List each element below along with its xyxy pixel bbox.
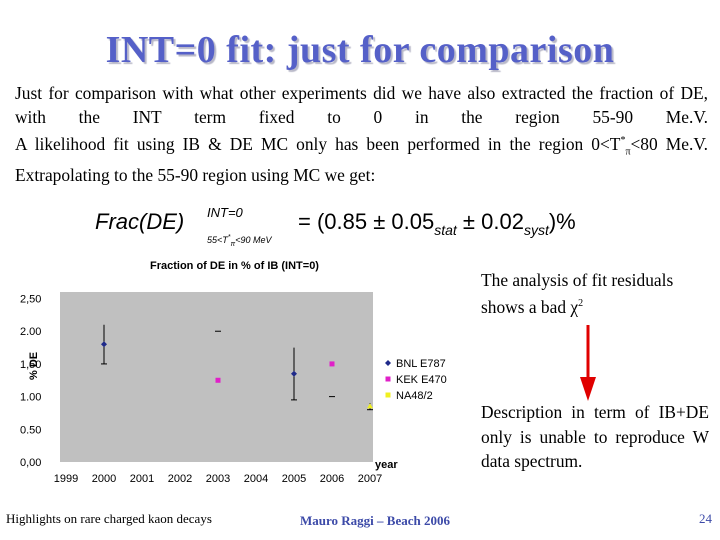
down-arrow-icon — [580, 325, 596, 401]
x-axis-label: year — [375, 459, 398, 471]
chart-title: Fraction of DE in % of IB (INT=0) — [150, 260, 319, 272]
x-tick-label: 2005 — [282, 473, 306, 485]
slide-title: INT=0 fit: just for comparison — [105, 29, 615, 71]
data-point — [101, 341, 107, 348]
x-tick-label: 2001 — [130, 473, 154, 485]
x-tick-label: 2000 — [92, 473, 116, 485]
legend-label: BNL E787 — [396, 358, 446, 370]
y-tick-label: 0.50 — [20, 424, 41, 436]
formula-lhs: Frac(DE) — [95, 209, 185, 234]
formula: Frac(DE) INT=0 55<T*π<90 MeV = (0.85 ± 0… — [95, 203, 635, 253]
data-point — [367, 403, 373, 409]
y-tick-label: 2,50 — [20, 294, 41, 306]
description-note: Description in term of IB+DE only is una… — [481, 402, 709, 471]
formula-rhs: = (0.85 ± 0.05stat ± 0.02syst)% — [298, 209, 576, 238]
legend-marker — [385, 376, 391, 382]
intro-text: Just for comparison with what other expe… — [15, 82, 708, 188]
legend-label: NA48/2 — [396, 390, 433, 402]
residuals-note: The analysis of fit residuals shows a ba… — [481, 270, 674, 317]
x-tick-label: 2007 — [358, 473, 382, 485]
x-tick-label: 1999 — [54, 473, 78, 485]
data-point — [291, 370, 297, 377]
y-tick-label: 0,00 — [20, 457, 41, 469]
x-tick-label: 2003 — [206, 473, 230, 485]
data-point — [329, 361, 335, 367]
data-point — [215, 377, 221, 383]
x-tick-label: 2006 — [320, 473, 344, 485]
legend-marker — [385, 360, 391, 366]
y-tick-label: 1,50 — [20, 359, 41, 371]
y-axis-label: % DE — [28, 352, 40, 380]
paragraph-3: Extrapolating to the 55-90 region using … — [15, 165, 376, 186]
paragraph-1: Just for comparison with what other expe… — [15, 83, 708, 127]
formula-subscript: 55<T*π<90 MeV — [207, 234, 272, 248]
plot-area — [60, 292, 373, 462]
page-number: 24 — [699, 511, 712, 526]
x-tick-label: 2004 — [244, 473, 268, 485]
footer-author: Mauro Raggi – Beach 2006 — [300, 513, 450, 528]
footer-left: Highlights on rare charged kaon decays — [6, 511, 212, 526]
x-tick-label: 2002 — [168, 473, 192, 485]
y-tick-label: 1.00 — [20, 392, 41, 404]
legend-label: KEK E470 — [396, 374, 447, 386]
formula-superscript: INT=0 — [207, 205, 243, 220]
y-tick-label: 2.00 — [20, 326, 41, 338]
legend-marker — [385, 392, 391, 398]
paragraph-2: A likelihood fit using IB & DE MC only h… — [15, 134, 708, 158]
